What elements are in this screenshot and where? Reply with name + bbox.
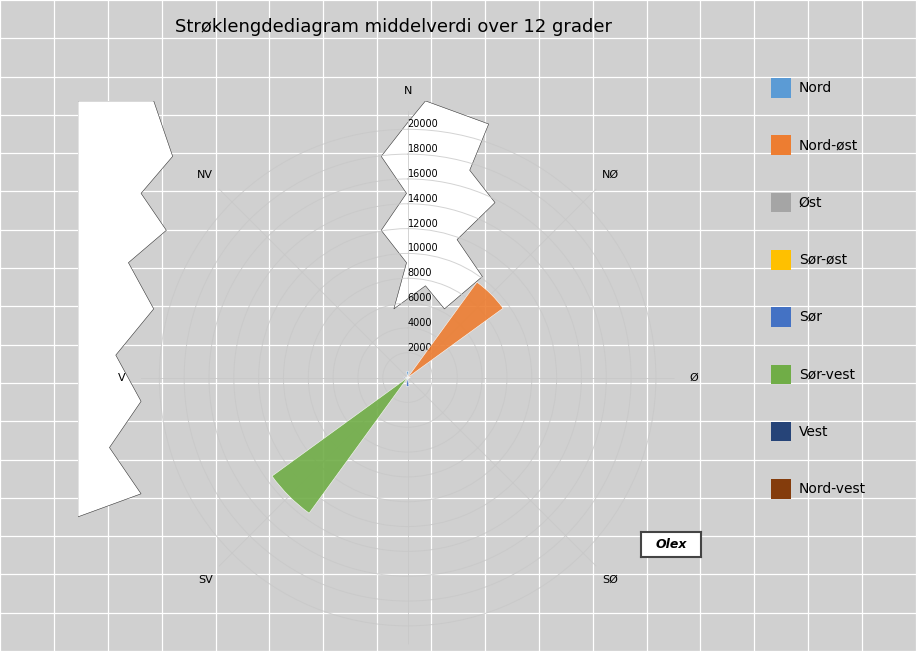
Text: Sør-øst: Sør-øst xyxy=(799,253,847,267)
Polygon shape xyxy=(78,101,172,517)
Text: Nord: Nord xyxy=(799,81,832,95)
Bar xyxy=(407,378,409,386)
Text: Øst: Øst xyxy=(799,195,823,210)
Text: Sør-vest: Sør-vest xyxy=(799,367,855,381)
Text: Vest: Vest xyxy=(799,424,828,439)
Text: Nord-øst: Nord-øst xyxy=(799,138,858,152)
Polygon shape xyxy=(381,101,495,309)
Bar xyxy=(404,377,408,378)
Bar xyxy=(408,378,409,379)
Text: Sør: Sør xyxy=(799,310,822,324)
Text: Olex: Olex xyxy=(655,538,687,551)
Text: Strøklengdediagram middelverdi over 12 grader: Strøklengdediagram middelverdi over 12 g… xyxy=(175,18,613,36)
Bar xyxy=(407,371,409,378)
Bar xyxy=(272,378,408,513)
Bar xyxy=(408,377,410,378)
Bar xyxy=(407,376,408,378)
Text: Nord-vest: Nord-vest xyxy=(799,482,866,496)
Bar xyxy=(408,282,503,378)
